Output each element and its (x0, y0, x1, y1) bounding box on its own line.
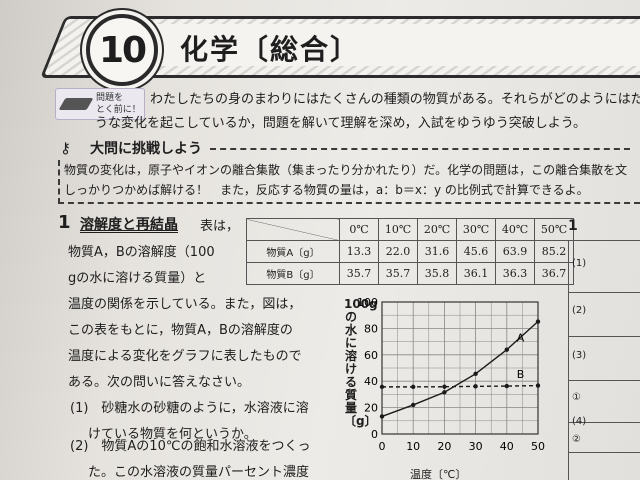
data-point-B (442, 384, 447, 389)
table-cell: 35.8 (417, 262, 457, 285)
data-point-A (473, 371, 478, 377)
data-point-A (411, 402, 416, 408)
table-row: 物質A〔g〕 13.3 22.0 31.6 45.6 63.9 85.2 (246, 240, 574, 263)
table-cell: 22.0 (378, 240, 418, 263)
table-corner-cell (246, 218, 340, 241)
table-cell: 35.7 (339, 262, 379, 285)
data-point-B (504, 383, 509, 389)
y-tick-label: 40 (364, 375, 378, 388)
table-header-cell: 40℃ (495, 218, 535, 241)
table-row-label: 物質A〔g〕 (246, 240, 340, 263)
answer-label: (2) (572, 305, 587, 316)
answer-row-divider (568, 452, 640, 453)
y-tick-label: 80 (364, 322, 378, 335)
table-cell: 63.9 (495, 240, 535, 263)
answer-label: ① (572, 392, 581, 403)
x-tick-label: 10 (406, 440, 420, 453)
table-cell: 35.7 (378, 262, 418, 285)
answer-row-divider (568, 336, 640, 337)
table-header-cell: 0℃ (339, 218, 379, 241)
answer-label: (3) (572, 350, 587, 361)
question-number: 1 (58, 212, 71, 233)
chapter-number-badge: 10 (86, 14, 158, 86)
answer-section-number: 1 (568, 218, 578, 234)
data-point-B (473, 384, 478, 389)
challenge-heading: ⚷ 大問に挑戦しよう (60, 139, 202, 157)
chapter-number: 10 (98, 29, 147, 71)
data-point-B (379, 384, 385, 390)
table-row: 物質B〔g〕 35.7 35.7 35.8 36.1 36.3 36.7 (246, 262, 574, 285)
x-tick-label: 0 (379, 440, 386, 453)
series-line-A (381, 321, 539, 418)
y-tick-label: 0 (371, 428, 378, 441)
chapter-title: 化学〔総合〕 (180, 33, 361, 66)
answer-row-divider (568, 292, 640, 293)
data-point-A (504, 347, 509, 352)
table-cell: 31.6 (417, 240, 457, 263)
table-cell: 36.7 (534, 262, 574, 285)
answer-label: ② (572, 434, 581, 445)
chapter-header-panel (150, 24, 640, 66)
table-header-cell: 10℃ (378, 218, 418, 241)
key-icon: ⚷ (60, 139, 71, 157)
before-solving-label: 問題を とく前に！ (96, 93, 141, 115)
table-header-cell: 50℃ (534, 218, 574, 241)
graph-grid (381, 301, 539, 435)
series-label-A: A (517, 332, 525, 345)
series-line-B (382, 384, 539, 388)
pencil-icon (58, 98, 94, 110)
question-body: 表は， 物質A，Bの溶解度（100 gの水に溶ける質量）と 温度の関係を示してい… (68, 219, 302, 390)
before-solving-icon: 問題を とく前に！ (55, 88, 145, 120)
challenge-frame (58, 160, 640, 204)
data-point-A (379, 414, 385, 419)
intro-text: わたしたちの身のまわりにはたくさんの種類の物質がある。それらがどのようにはたらき… (95, 92, 640, 131)
data-point-A (535, 319, 541, 324)
x-tick-label: 30 (469, 440, 483, 453)
answer-label: (1) (572, 258, 587, 269)
answer-box (568, 240, 640, 480)
table-cell: 36.1 (456, 262, 496, 285)
series-label-B: B (517, 368, 525, 381)
y-tick-label: 100 (357, 296, 378, 309)
table-cell: 13.3 (339, 240, 379, 263)
x-axis-label: 温度〔℃〕 (410, 468, 467, 480)
x-tick-label: 50 (531, 440, 545, 453)
data-point-B (411, 384, 416, 390)
table-header-cell: 20℃ (417, 218, 457, 241)
table-row-label: 物質B〔g〕 (246, 262, 340, 285)
y-tick-label: 20 (364, 402, 378, 415)
graph-series: AB (379, 319, 541, 419)
plot-frame (381, 301, 539, 435)
question-title: 溶解度と再結晶 (80, 217, 178, 233)
data-point-B (535, 383, 541, 388)
table-header-cell: 30℃ (456, 218, 496, 241)
sub-question-1: (1) 砂糖水の砂糖のように，水溶液に溶 けている物質を何というか。 (70, 401, 309, 442)
solubility-table: 0℃ 10℃ 20℃ 30℃ 40℃ 50℃ 物質A〔g〕 13.3 22.0 … (246, 218, 574, 285)
y-tick-label: 60 (364, 349, 378, 362)
answer-row-divider (568, 380, 640, 381)
answer-label: (4) (572, 416, 587, 427)
data-point-A (442, 390, 447, 395)
challenge-divider (210, 148, 630, 150)
table-header-row: 0℃ 10℃ 20℃ 30℃ 40℃ 50℃ (246, 218, 574, 241)
answer-row-divider (568, 422, 640, 423)
x-tick-label: 20 (437, 440, 451, 453)
table-cell: 45.6 (456, 240, 496, 263)
x-tick-label: 40 (500, 440, 514, 453)
table-cell: 36.3 (495, 262, 535, 285)
sub-question-2: (2) 物質Aの10℃の飽和水溶液をつくっ た。この水溶液の質量パーセント濃度 (70, 439, 311, 480)
graph-tick-labels: 0 10 20 30 40 50 0 20 40 60 80 100 (357, 296, 545, 453)
challenge-text: 物質の変化は，原子やイオンの離合集散（集まったり分かれたり）だ。化学の問題は，こ… (64, 163, 628, 197)
